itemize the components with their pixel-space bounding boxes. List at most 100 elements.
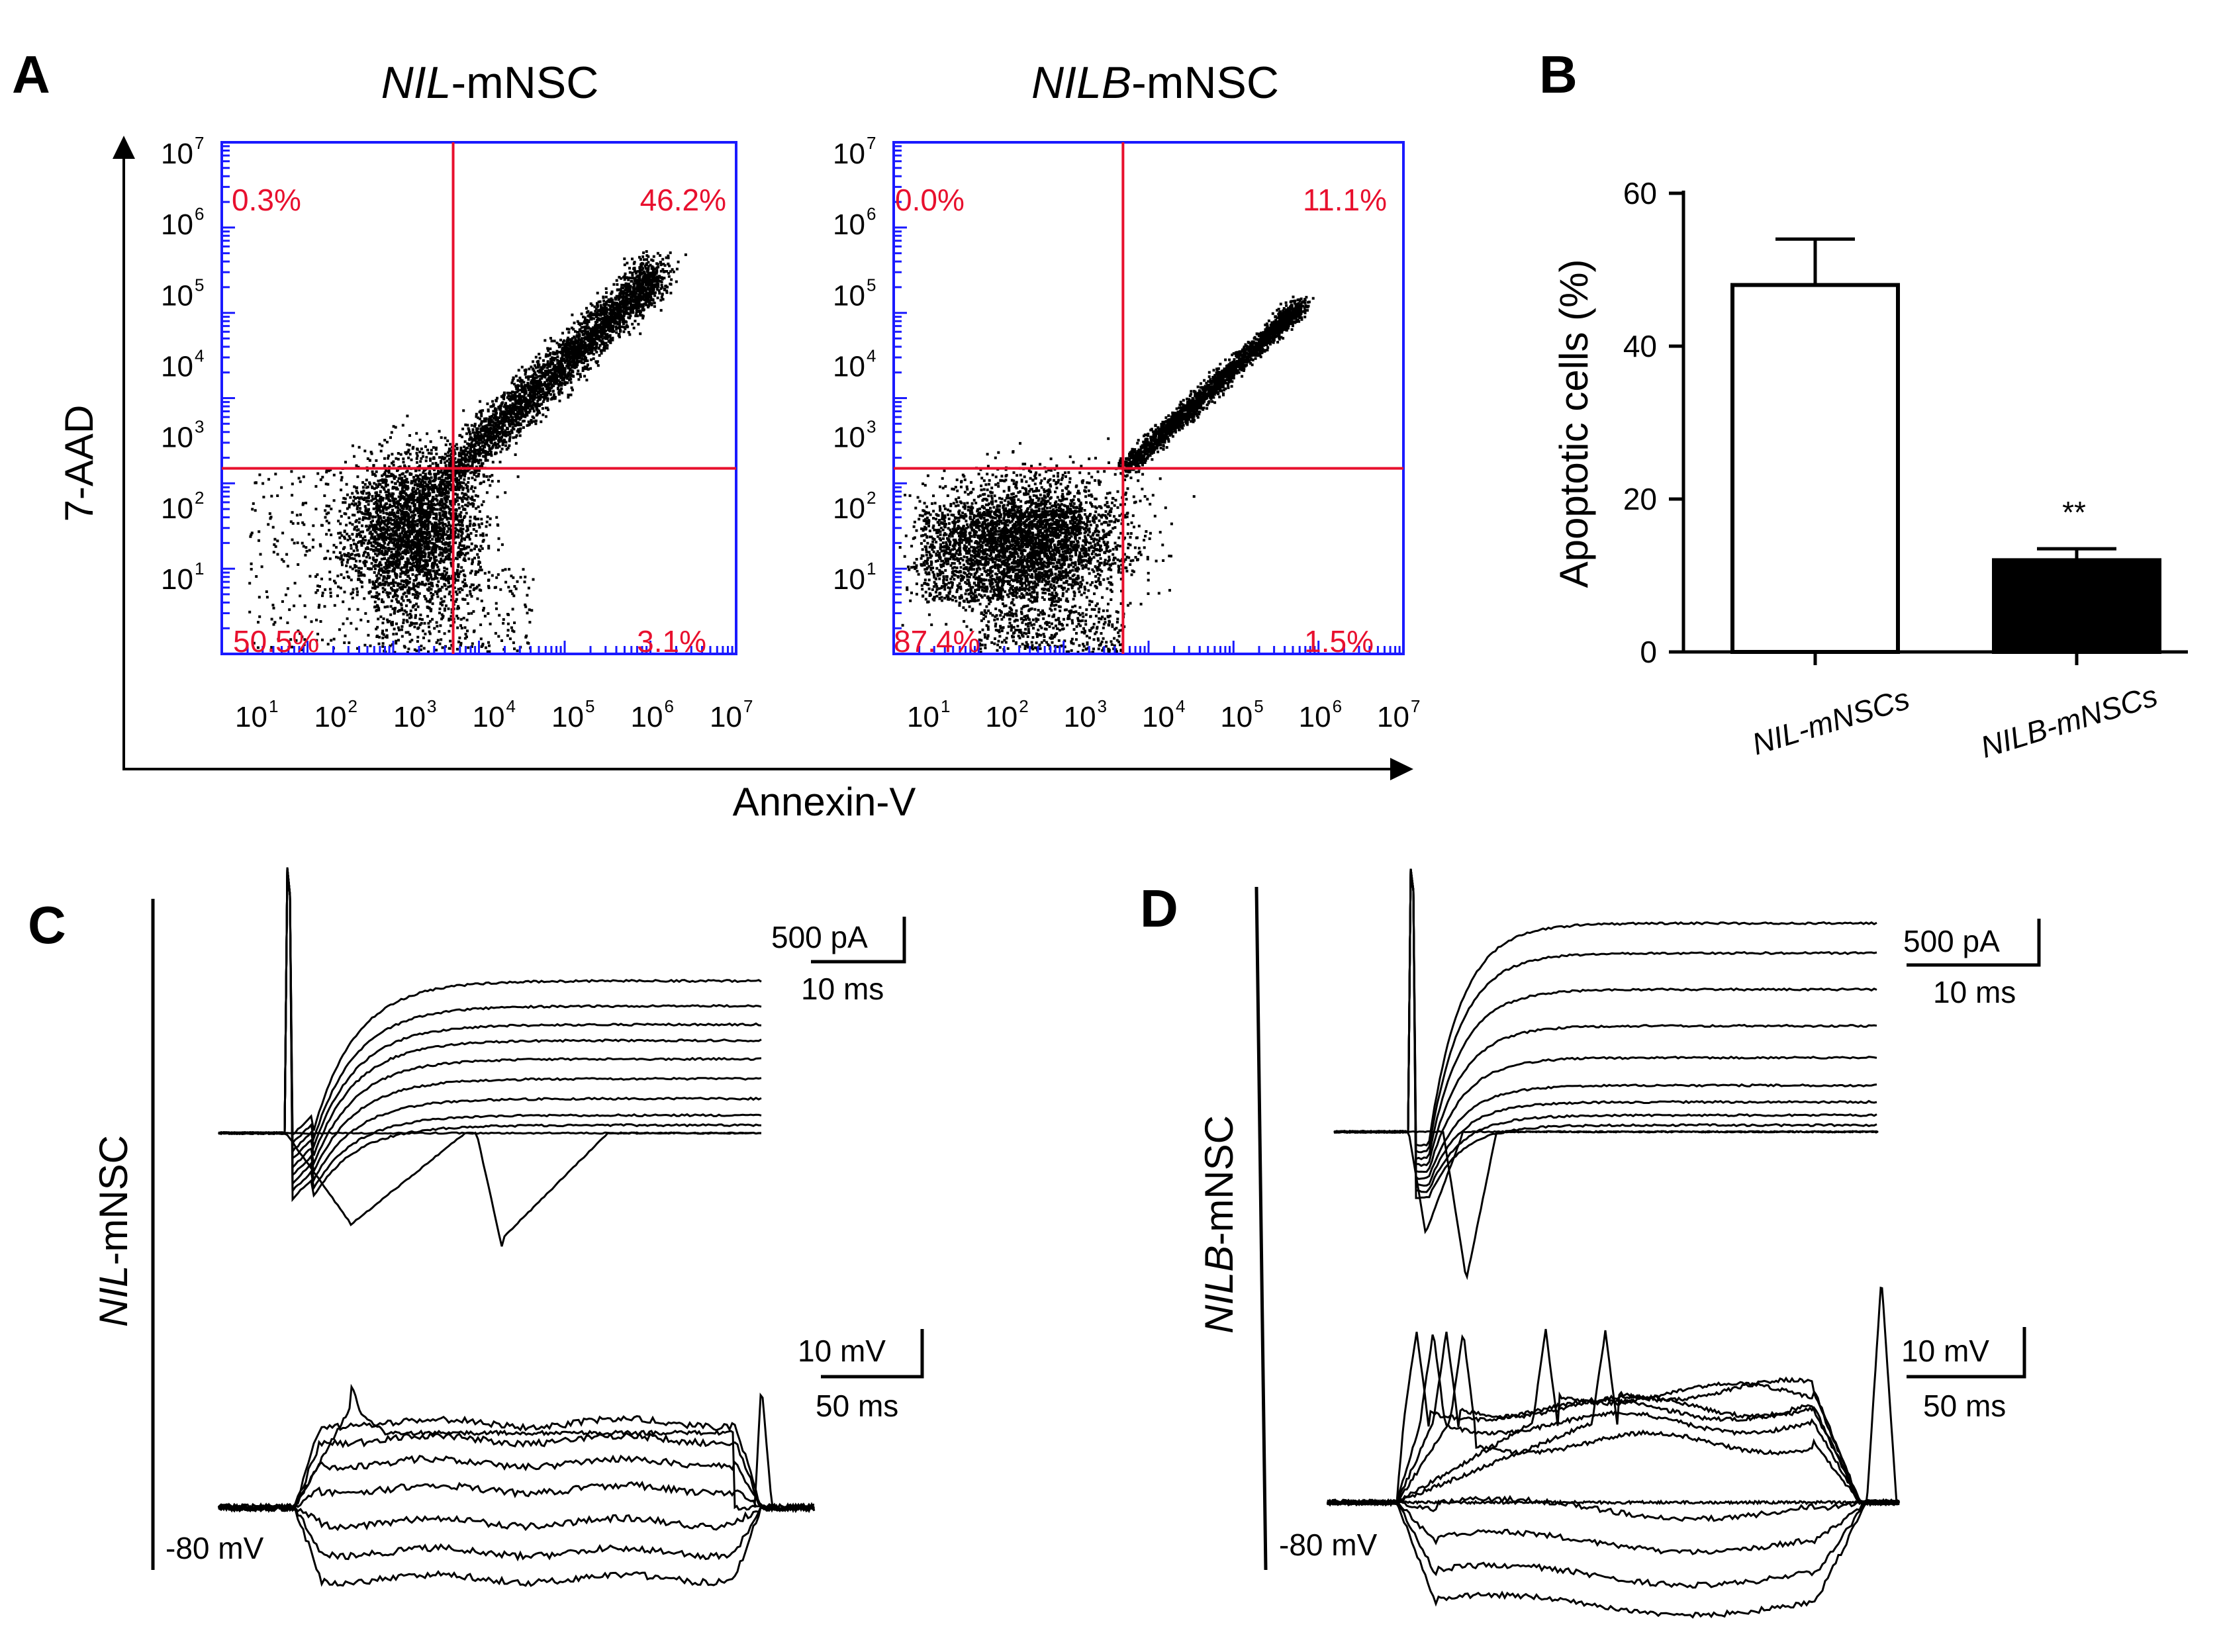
bar — [1992, 558, 2161, 655]
voltage-scale-amp-c: 10 mV — [798, 1334, 886, 1368]
y-tick-label: 106 — [833, 204, 876, 241]
bar-marks — [1730, 237, 2161, 665]
panel-label-d: D — [1140, 879, 1178, 938]
scatter-dots — [898, 295, 1315, 654]
current-scale-amp-d: 500 pA — [1903, 924, 2000, 958]
panel-c: C NIL-mNSC 500 pA 10 ms 10 mV 50 ms -80 … — [28, 867, 924, 1587]
bar-category-label: NIL-mNSCs — [1748, 681, 1913, 761]
current-trace — [218, 869, 762, 1155]
voltage-trace — [217, 1502, 815, 1532]
y-tick-label: 107 — [833, 133, 876, 170]
voltage-scale-time-c: 50 ms — [816, 1389, 898, 1423]
x-tick-label: 106 — [631, 696, 674, 733]
y-tick-labels-nilb: 101 102 103 104 105 106 107 — [833, 133, 876, 596]
quadrant-ur-nil: 46.2% — [640, 183, 726, 217]
current-trace — [218, 867, 762, 1137]
panel-c-cell-label: NIL-mNSC — [91, 1135, 136, 1327]
quadrant-ll-nilb: 87.4% — [894, 624, 980, 659]
bar-category-label: NILB-mNSCs — [1977, 678, 2161, 764]
bar-y-axis-label: Apoptotic cells (%) — [1552, 259, 1596, 588]
current-trace — [218, 868, 762, 1194]
quadrant-lr-nilb: 1.5% — [1304, 624, 1374, 659]
voltage-trace — [1327, 1498, 1900, 1589]
x-tick-label: 106 — [1299, 696, 1342, 733]
x-tick-label: 107 — [1377, 696, 1420, 733]
voltage-trace — [217, 1383, 815, 1512]
flow-title-nilb: NILB-mNSC — [1031, 58, 1279, 108]
log-ticks — [220, 145, 733, 655]
x-tick-labels-nil: 101 102 103 104 105 106 107 — [235, 696, 753, 733]
panel-d-cell-label: NILB-mNSC — [1197, 1115, 1241, 1334]
quadrant-gate-nilb — [894, 142, 1403, 654]
voltage-trace — [218, 1502, 816, 1562]
quadrant-ll-nil: 50.5% — [233, 624, 319, 659]
x-tick-label: 102 — [314, 696, 357, 733]
y-tick-label: 20 — [1623, 482, 1657, 516]
x-tick-label: 105 — [551, 696, 594, 733]
y-tick-label: 106 — [161, 204, 204, 241]
quadrant-ul-nil: 0.3% — [232, 183, 301, 217]
flow-title-nil: NIL-mNSC — [381, 58, 599, 108]
y-tick-labels-nil: 101 102 103 104 105 106 107 — [161, 133, 204, 596]
plot-frame — [220, 141, 737, 655]
y-tick-label: 104 — [161, 346, 204, 383]
panel-label-b: B — [1539, 45, 1578, 104]
current-traces-nilb — [1333, 868, 1879, 1281]
current-scale-time-d: 10 ms — [1933, 975, 2016, 1009]
x-tick-label: 101 — [907, 696, 950, 733]
voltage-trace — [1327, 1330, 1900, 1506]
log-ticks — [892, 145, 1401, 655]
voltage-trace — [1327, 1328, 1900, 1506]
current-trace — [218, 868, 762, 1160]
panel-d: D NILB-mNSC 500 pA 10 ms 10 mV 50 ms -80… — [1140, 868, 2041, 1619]
current-scale-amp-c: 500 pA — [771, 920, 868, 954]
voltage-trace — [1326, 1494, 1901, 1522]
voltage-trace — [1326, 1498, 1900, 1619]
y-tick-label: 103 — [161, 417, 204, 454]
voltage-scale-bar-c: 10 mV 50 ms — [798, 1329, 924, 1423]
current-scale-bar-d: 500 pA 10 ms — [1903, 919, 2041, 1009]
bar-y-ticks: 0 20 40 60 — [1623, 176, 1683, 669]
x-tick-label: 104 — [473, 696, 516, 733]
voltage-trace — [1327, 1498, 1900, 1555]
voltage-scale-amp-d: 10 mV — [1901, 1334, 1989, 1368]
voltage-trace — [217, 1503, 815, 1587]
rest-potential-label-c: -80 mV — [165, 1531, 264, 1565]
plot-frame-nil — [220, 141, 737, 655]
voltage-traces-nil — [217, 1383, 816, 1587]
x-tick-label: 104 — [1142, 696, 1185, 733]
y-tick-label: 105 — [161, 275, 204, 312]
quadrant-ul-nilb: 0.0% — [895, 183, 965, 217]
quadrant-lr-nil: 3.1% — [637, 624, 706, 659]
panel-label-a: A — [12, 45, 50, 104]
current-trace — [1334, 870, 1877, 1173]
current-trace — [1333, 869, 1877, 1147]
y-tick-label: 60 — [1623, 176, 1657, 210]
quadrant-gate-nil — [222, 142, 736, 654]
quadrant-ur-nilb: 11.1% — [1303, 183, 1387, 217]
x-tick-label: 105 — [1220, 696, 1263, 733]
scatter-points-nil — [248, 250, 687, 654]
current-traces-nil — [218, 867, 762, 1247]
current-trace — [218, 1131, 762, 1247]
panel-label-c: C — [28, 895, 66, 954]
y-tick-label: 107 — [161, 133, 204, 170]
current-trace — [1333, 868, 1877, 1199]
current-scale-time-c: 10 ms — [801, 972, 884, 1006]
scatter-points-nilb — [898, 295, 1315, 654]
voltage-scale-bar-d: 10 mV 50 ms — [1901, 1327, 2026, 1423]
current-scale-bar-c: 500 pA 10 ms — [771, 917, 906, 1006]
y-tick-label: 101 — [161, 559, 204, 596]
current-trace — [1333, 869, 1877, 1168]
7aad-axis-arrow — [113, 136, 135, 769]
voltage-trace — [1327, 1286, 1900, 1506]
voltage-trace — [1326, 1334, 1900, 1506]
voltage-trace — [218, 1431, 816, 1512]
flow-plot-nil: NIL-mNSC 101 102 103 104 105 106 107 101 102 103… — [161, 58, 753, 733]
voltage-scale-time-d: 50 ms — [1923, 1389, 2006, 1423]
x-tick-label: 102 — [985, 696, 1028, 733]
x-tick-label: 101 — [235, 696, 278, 733]
y-tick-label: 105 — [833, 275, 876, 312]
